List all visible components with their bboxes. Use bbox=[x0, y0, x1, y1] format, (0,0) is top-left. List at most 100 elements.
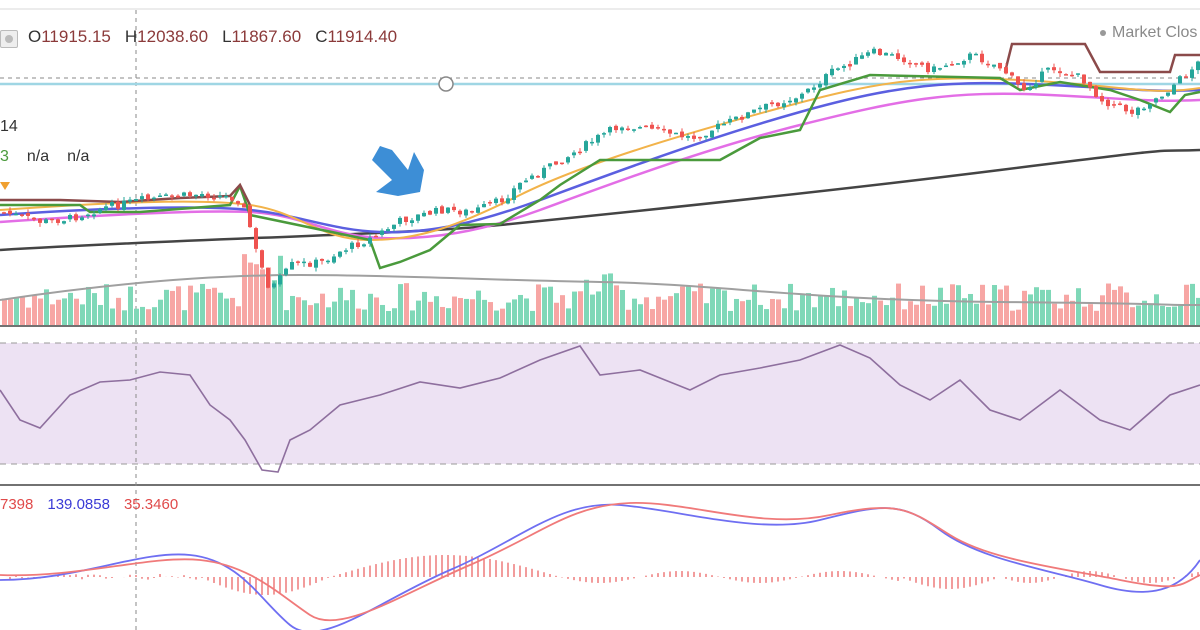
candle-body bbox=[926, 62, 930, 73]
candle-body bbox=[860, 55, 864, 59]
volume-bar bbox=[920, 285, 925, 325]
candle-body bbox=[368, 237, 372, 244]
volume-bar bbox=[32, 295, 37, 325]
market-status-text: Market Clos bbox=[1112, 24, 1198, 41]
candle-body bbox=[194, 194, 198, 197]
volume-bar bbox=[470, 299, 475, 325]
volume-bar bbox=[248, 262, 253, 325]
volume-bar bbox=[1172, 306, 1177, 325]
candle-body bbox=[746, 112, 750, 119]
candle-body bbox=[1112, 104, 1116, 106]
candle-body bbox=[374, 235, 378, 238]
volume-bar bbox=[1076, 288, 1081, 325]
volume-bar bbox=[974, 303, 979, 325]
candle-body bbox=[1178, 76, 1182, 84]
candle-body bbox=[986, 63, 990, 66]
volume-bar bbox=[428, 301, 433, 325]
volume-bar bbox=[836, 306, 841, 325]
ohlc-legend: O11915.15 H12038.60 L11867.60 C11914.40 bbox=[28, 27, 397, 47]
volume-bar bbox=[404, 283, 409, 325]
candle-body bbox=[1196, 61, 1200, 71]
candle-body bbox=[800, 93, 804, 99]
high-value: 12038.60 bbox=[137, 27, 209, 46]
candle-body bbox=[380, 230, 384, 235]
candle-body bbox=[1166, 92, 1170, 96]
volume-bar bbox=[866, 303, 871, 325]
candle-body bbox=[1142, 108, 1146, 111]
candle-body bbox=[2, 212, 6, 214]
volume-bar bbox=[506, 302, 511, 325]
volume-bar bbox=[608, 273, 613, 325]
candle-body bbox=[218, 195, 222, 198]
volume-bar bbox=[320, 293, 325, 325]
volume-bar bbox=[218, 292, 223, 325]
candle-body bbox=[968, 53, 972, 60]
volume-bar bbox=[722, 290, 727, 325]
candle-body bbox=[176, 195, 180, 198]
candle-body bbox=[620, 127, 624, 131]
volume-bar bbox=[962, 298, 967, 325]
volume-bar bbox=[1094, 310, 1099, 325]
volume-bar bbox=[332, 301, 337, 325]
candle-body bbox=[476, 207, 480, 213]
volume-bar bbox=[416, 300, 421, 325]
candle-body bbox=[914, 63, 918, 65]
volume-bar bbox=[1160, 305, 1165, 325]
candle-body bbox=[980, 53, 984, 63]
candle-body bbox=[428, 210, 432, 215]
candle-body bbox=[1022, 83, 1026, 90]
moving-averages bbox=[0, 42, 1200, 306]
candle-body bbox=[404, 216, 408, 222]
candle-body bbox=[1004, 67, 1008, 74]
volume-bar bbox=[1064, 294, 1069, 325]
volume-bar bbox=[956, 285, 961, 325]
settings-icon[interactable] bbox=[0, 30, 18, 48]
candle-body bbox=[554, 161, 558, 165]
candle-body bbox=[308, 262, 312, 267]
ema-slow-line bbox=[0, 92, 1200, 240]
volume-bar bbox=[800, 295, 805, 325]
volume-bar bbox=[104, 284, 109, 325]
horizontal-line-handle[interactable] bbox=[438, 76, 454, 92]
volume-bar bbox=[158, 299, 163, 325]
volume-bar bbox=[644, 297, 649, 325]
volume-bar bbox=[530, 310, 535, 325]
volume-bar bbox=[896, 283, 901, 325]
candle-body bbox=[518, 182, 522, 190]
candle-body bbox=[884, 52, 888, 56]
volume-bar bbox=[944, 303, 949, 325]
volume-bar bbox=[650, 309, 655, 325]
candle-body bbox=[734, 116, 738, 120]
volume-bar bbox=[350, 289, 355, 325]
volume-bar bbox=[734, 298, 739, 325]
candle-body bbox=[722, 123, 726, 126]
volume-bar bbox=[44, 289, 49, 325]
candle-body bbox=[266, 267, 270, 288]
candle-body bbox=[104, 206, 108, 210]
volume-bar bbox=[842, 290, 847, 325]
candle-body bbox=[62, 221, 66, 224]
volume-bar bbox=[1010, 310, 1015, 325]
candle-body bbox=[1028, 87, 1032, 91]
volume-bar bbox=[308, 305, 313, 325]
volume-bar bbox=[716, 288, 721, 325]
macd-line bbox=[0, 503, 1200, 630]
candle-body bbox=[1064, 74, 1068, 76]
volume-bar bbox=[560, 295, 565, 325]
candle-body bbox=[896, 53, 900, 60]
stop-green-line bbox=[0, 73, 1200, 270]
candle-body bbox=[314, 259, 318, 268]
volume-bar bbox=[566, 308, 571, 325]
close-value: 11914.40 bbox=[327, 27, 398, 46]
indicator-na-2: n/a bbox=[67, 148, 90, 165]
candle-body bbox=[338, 251, 342, 257]
volume-bar bbox=[254, 264, 259, 325]
candle-body bbox=[1136, 107, 1140, 116]
volume-bar bbox=[176, 286, 181, 325]
volume-bar bbox=[1004, 285, 1009, 325]
candle-body bbox=[230, 196, 234, 201]
volume-bar bbox=[374, 297, 379, 325]
candle-body bbox=[920, 62, 924, 65]
volume-bar bbox=[398, 284, 403, 325]
